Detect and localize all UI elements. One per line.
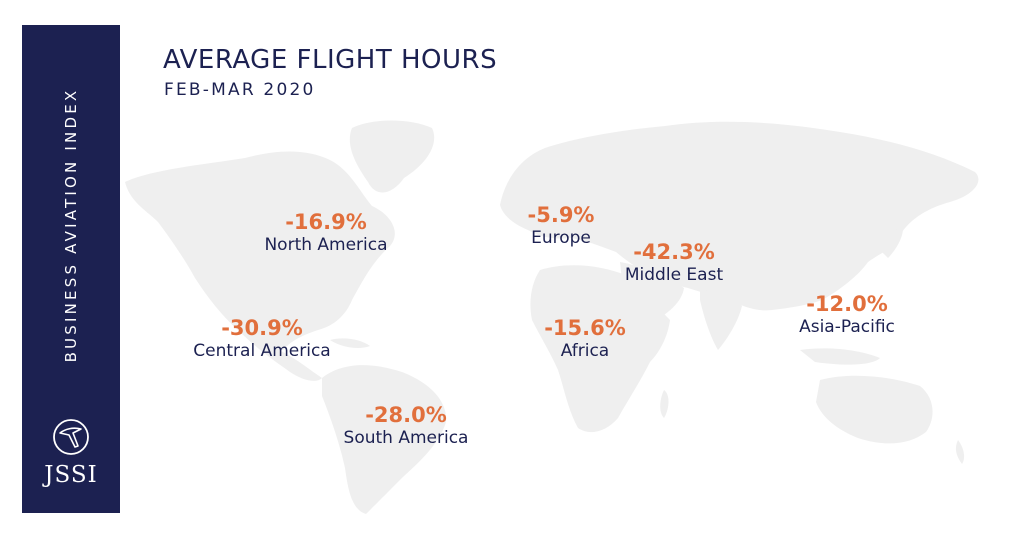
jssi-emblem-icon <box>53 419 89 455</box>
region-value: -5.9% <box>527 203 595 227</box>
region-value: -28.0% <box>365 403 447 427</box>
region-value: -12.0% <box>806 292 888 316</box>
region-central-america: -30.9% Central America <box>193 316 330 362</box>
region-label: Africa <box>560 341 610 361</box>
region-south-america: -28.0% South America <box>344 403 469 449</box>
new-zealand-shape <box>955 440 965 464</box>
australia-shape <box>816 375 933 444</box>
region-label: North America <box>264 235 388 255</box>
business-aviation-index-label: BUSINESS AVIATION INDEX <box>62 87 80 363</box>
page-title: AVERAGE FLIGHT HOURS <box>163 45 498 75</box>
indonesia-shape <box>800 348 880 365</box>
japan-shape <box>880 222 904 258</box>
madagascar-shape <box>660 390 669 418</box>
region-label: Central America <box>193 341 331 361</box>
central-america-shape <box>238 330 322 381</box>
africa-shape <box>530 265 670 433</box>
region-middle-east: -42.3% Middle East <box>625 240 723 286</box>
region-value: -42.3% <box>633 240 715 264</box>
greenland-shape <box>349 120 435 193</box>
south-america-shape <box>322 365 447 514</box>
caribbean-shape <box>330 338 370 348</box>
region-label: Asia-Pacific <box>799 317 895 337</box>
region-africa: -15.6% Africa <box>544 316 626 362</box>
region-europe: -5.9% Europe <box>528 203 595 249</box>
eurasia-shape <box>500 121 979 311</box>
region-label: South America <box>343 428 469 448</box>
jssi-logo-text: JSSI <box>44 462 98 488</box>
sidebar-brand-panel: BUSINESS AVIATION INDEX JSSI <box>22 25 120 513</box>
region-value: -15.6% <box>544 316 626 340</box>
arabia-shape <box>620 262 684 322</box>
region-label: Europe <box>531 228 591 248</box>
north-america-shape <box>125 151 395 350</box>
region-asia-pacific: -12.0% Asia-Pacific <box>799 292 895 338</box>
region-value: -30.9% <box>221 316 303 340</box>
india-shape <box>700 290 742 350</box>
region-value: -16.9% <box>285 210 367 234</box>
page-subtitle: FEB-MAR 2020 <box>164 80 316 100</box>
region-label: Middle East <box>624 265 724 285</box>
region-north-america: -16.9% North America <box>264 210 387 256</box>
